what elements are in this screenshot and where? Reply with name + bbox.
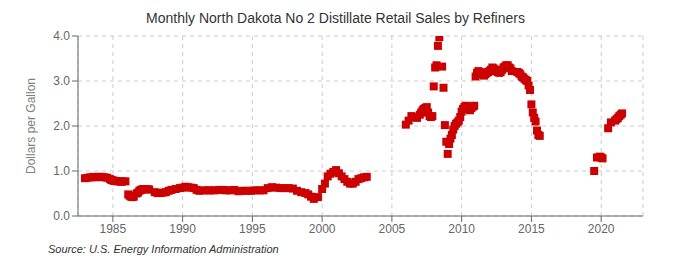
- svg-text:2005: 2005: [379, 222, 406, 236]
- svg-text:1995: 1995: [239, 222, 266, 236]
- svg-text:2000: 2000: [309, 222, 336, 236]
- svg-text:1990: 1990: [169, 222, 196, 236]
- svg-text:1.0: 1.0: [53, 164, 70, 178]
- svg-text:3.0: 3.0: [53, 74, 70, 88]
- svg-text:1985: 1985: [100, 222, 127, 236]
- svg-text:2.0: 2.0: [53, 119, 70, 133]
- svg-text:2015: 2015: [518, 222, 545, 236]
- html-text:Monthly North Dakota No 2 Dist: Monthly North Dakota No 2 Distillate Ret…: [146, 10, 525, 26]
- svg-text:2010: 2010: [448, 222, 475, 236]
- svg-text:2020: 2020: [588, 222, 615, 236]
- svg-text:4.0: 4.0: [53, 29, 70, 43]
- html-text:Source: U.S. Energy Informatio: Source: U.S. Energy Information Administ…: [48, 243, 279, 255]
- svg-text:Dollars per Gallon: Dollars per Gallon: [24, 78, 38, 174]
- svg-text:0.0: 0.0: [53, 209, 70, 223]
